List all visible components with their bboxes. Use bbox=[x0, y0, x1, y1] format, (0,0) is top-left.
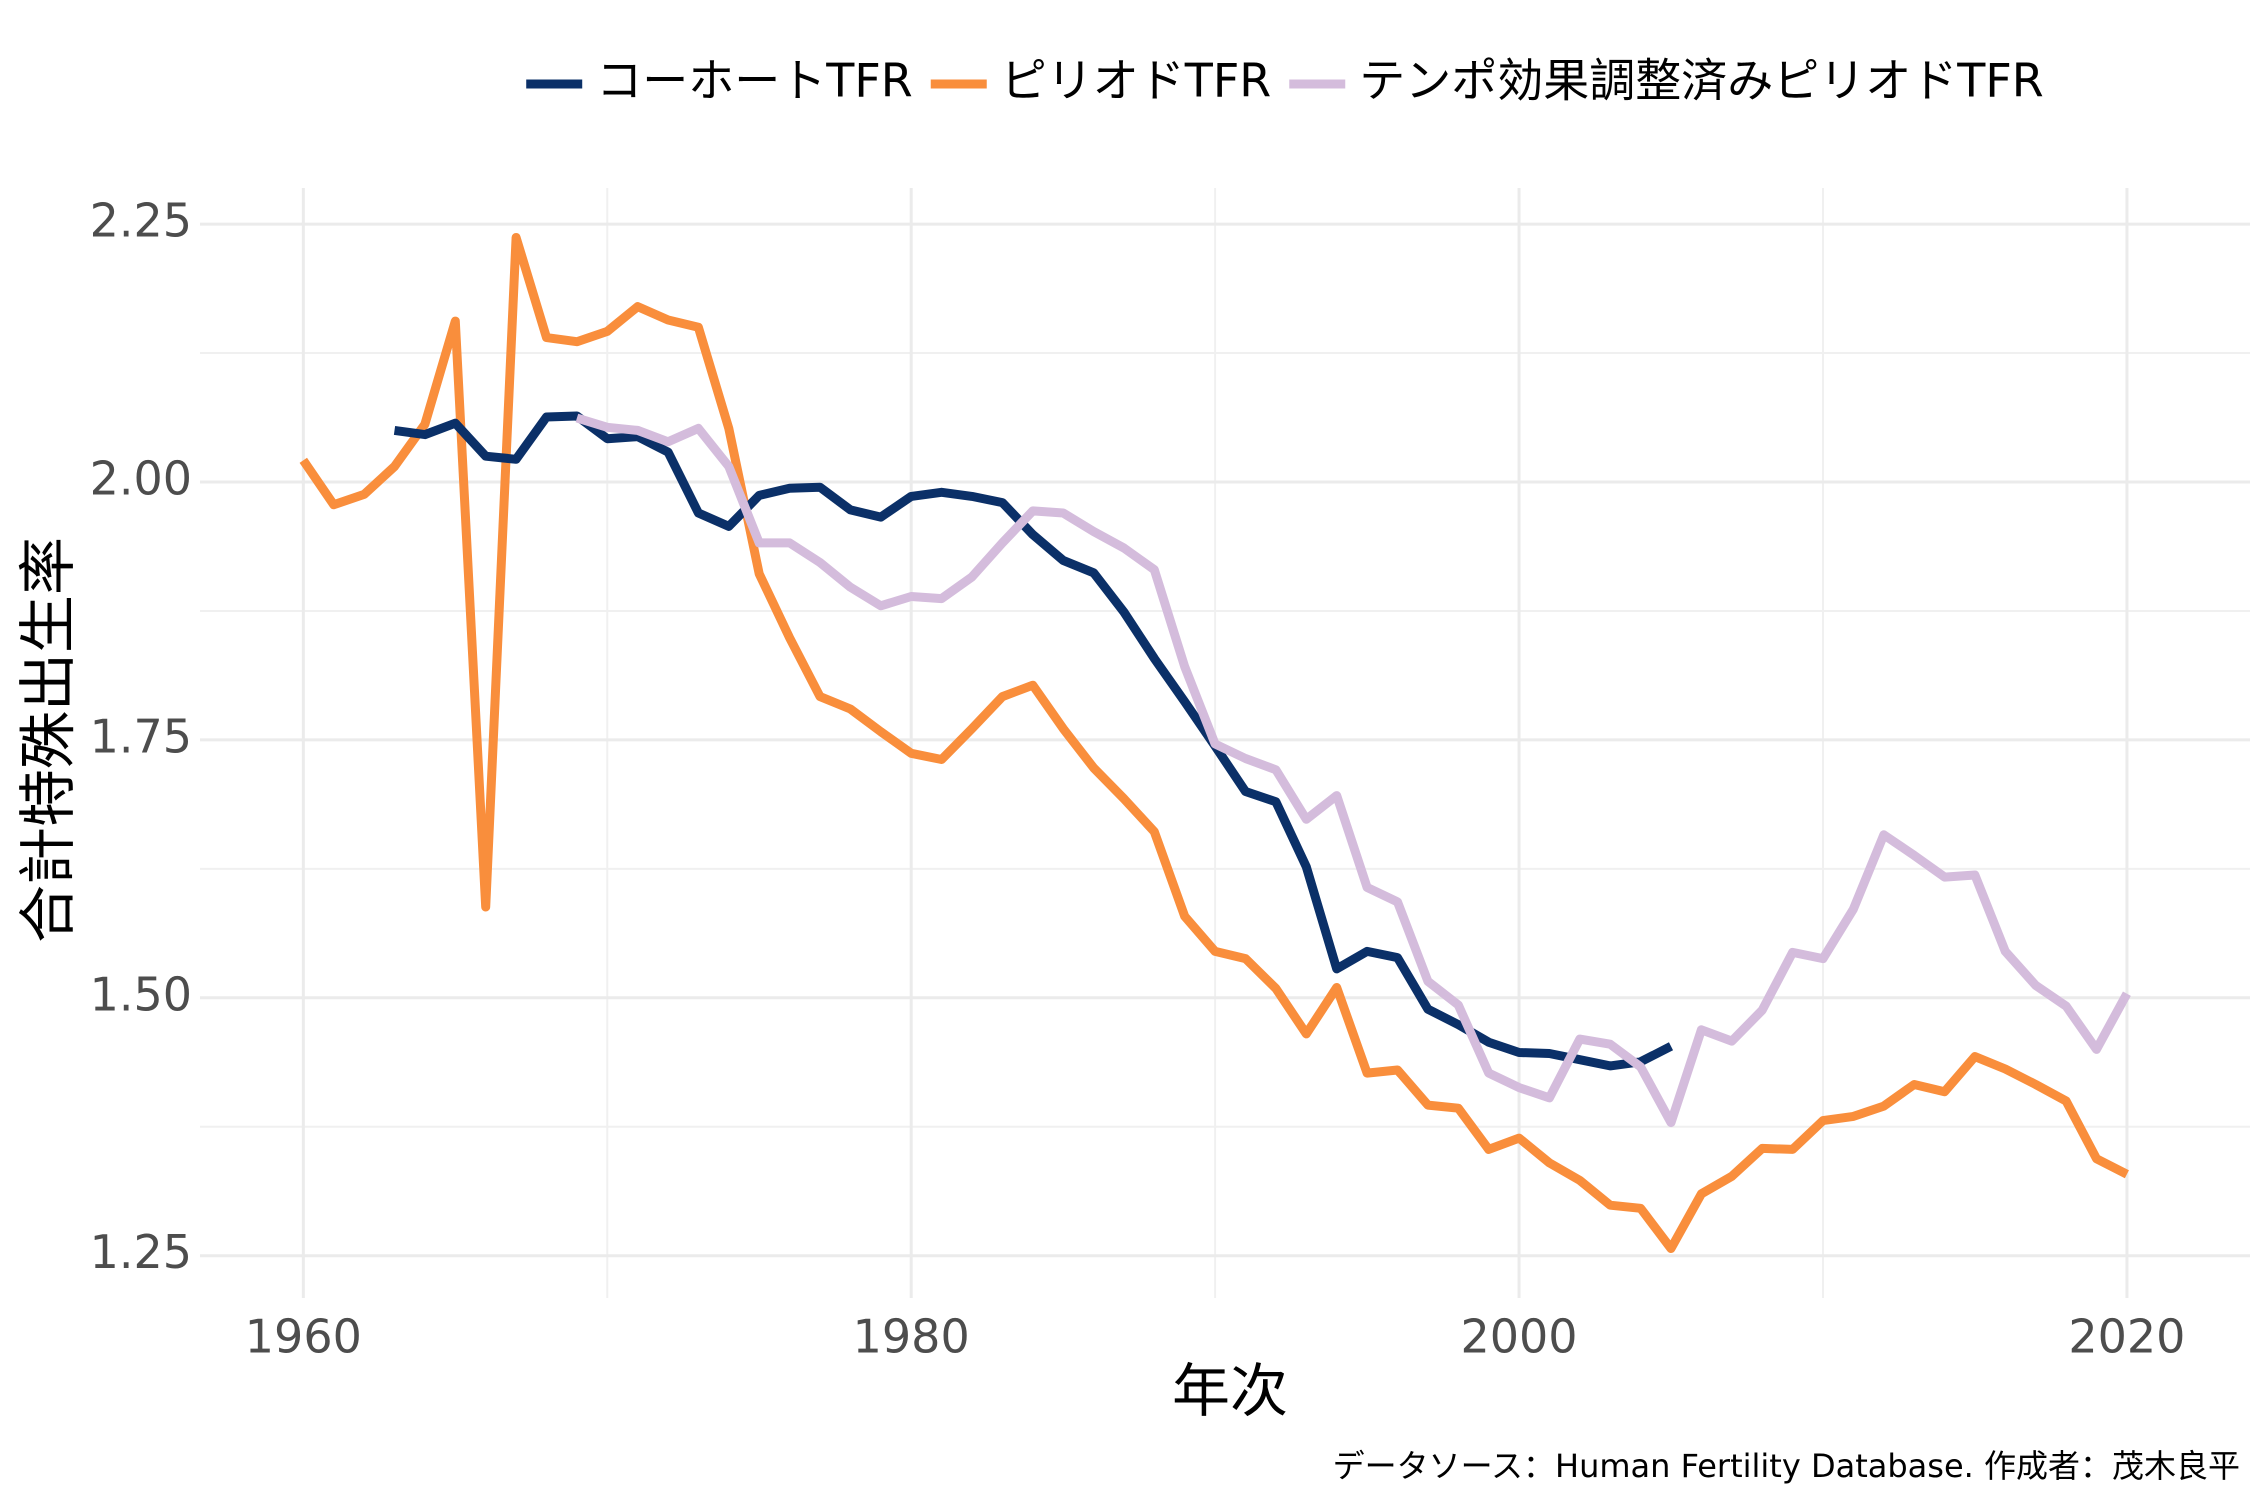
y-tick-label: 2.25 bbox=[90, 194, 192, 248]
series-line bbox=[393, 411, 1674, 1071]
legend-label: コーホートTFR bbox=[596, 54, 913, 108]
x-tick-label: 2000 bbox=[1461, 1310, 1578, 1364]
y-tick-label: 1.75 bbox=[90, 709, 192, 763]
legend-label: ピリオドTFR bbox=[1001, 54, 1272, 108]
x-tick-label: 1960 bbox=[245, 1310, 362, 1364]
y-tick-label: 1.50 bbox=[90, 967, 192, 1021]
legend-label: テンポ効果調整済みピリオドTFR bbox=[1359, 54, 2044, 108]
y-axis-title: 合計特殊出生率 bbox=[14, 537, 82, 943]
y-tick-label: 1.25 bbox=[90, 1225, 192, 1279]
caption: データソース：Human Fertility Database. 作成者：茂木良… bbox=[1333, 1447, 2240, 1485]
x-tick-label: 1980 bbox=[853, 1310, 970, 1364]
y-tick-label: 2.00 bbox=[90, 452, 192, 506]
series-line bbox=[299, 233, 2129, 1253]
series-line bbox=[575, 413, 2131, 1128]
x-tick-label: 2020 bbox=[2068, 1310, 2185, 1364]
x-axis-title: 年次 bbox=[1172, 1357, 1288, 1425]
